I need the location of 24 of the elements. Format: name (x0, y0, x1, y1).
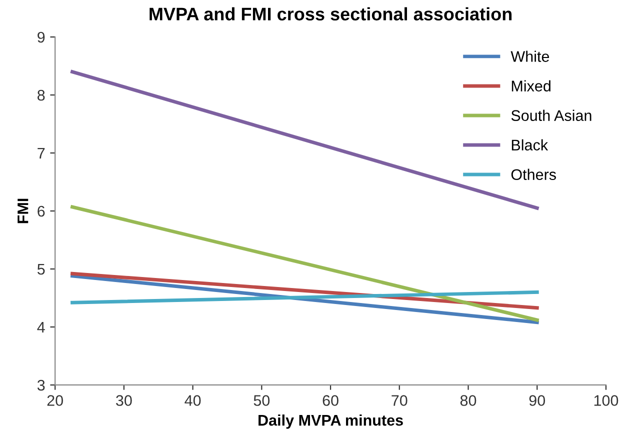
legend-label: South Asian (511, 110, 592, 121)
x-tick-label: 30 (116, 395, 132, 406)
x-tick-label: 60 (322, 395, 338, 406)
y-tick-label: 3 (37, 380, 45, 391)
legend-label: Mixed (512, 80, 550, 92)
y-tick-label: 9 (38, 32, 45, 43)
x-tick-label: 50 (254, 395, 270, 406)
x-tick-label: 90 (529, 395, 546, 406)
x-tick-label: 100 (594, 395, 618, 406)
x-tick-label: 70 (392, 395, 408, 406)
legend-label: White (510, 50, 550, 62)
chart-title: MVPA and FMI cross sectional association (150, 7, 512, 20)
y-tick-label: 6 (38, 206, 45, 217)
legend-label: Black (512, 139, 548, 151)
x-tick-label: 40 (184, 395, 201, 406)
legend-label: Others (511, 168, 556, 180)
y-axis-title: FMI (18, 198, 28, 224)
x-axis-title: Daily MVPA minutes (258, 414, 403, 429)
y-tick-label: 7 (38, 148, 45, 159)
x-tick-label: 20 (47, 395, 63, 406)
y-tick-label: 4 (37, 322, 45, 333)
y-tick-label: 5 (37, 264, 45, 275)
x-tick-label: 80 (460, 395, 476, 406)
y-tick-label: 8 (38, 90, 45, 101)
